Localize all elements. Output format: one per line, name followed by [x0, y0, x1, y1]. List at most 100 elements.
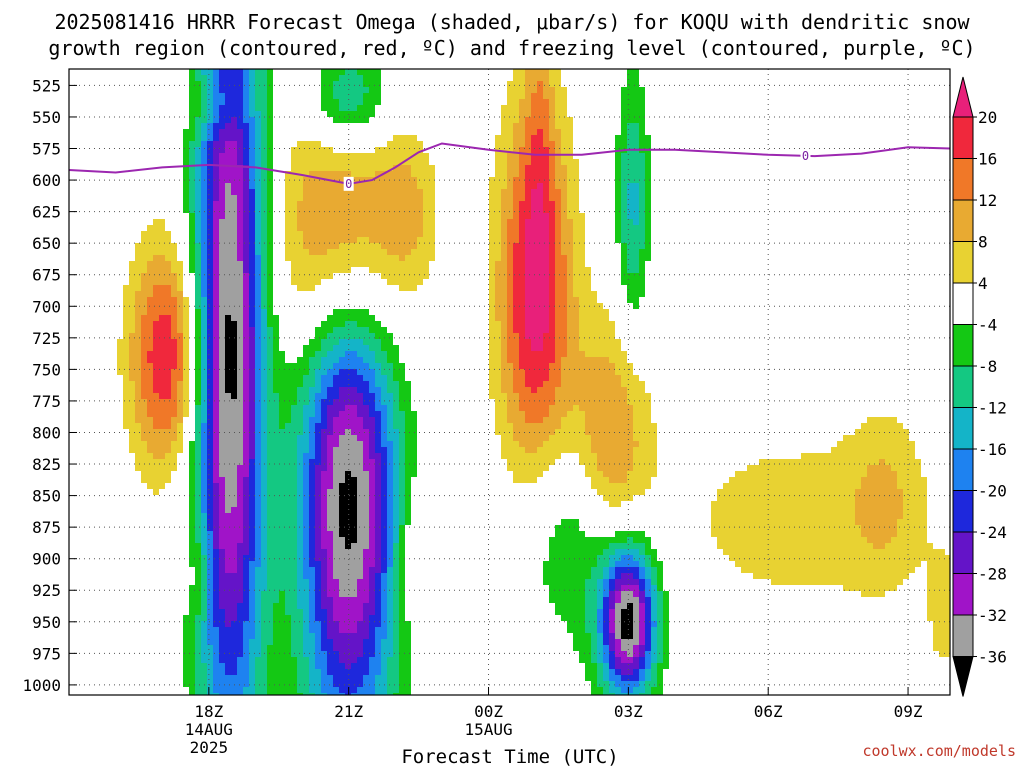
- omega-cell: [513, 111, 519, 117]
- omega-cell: [519, 453, 525, 459]
- omega-cell: [339, 477, 345, 483]
- omega-cell: [903, 537, 909, 543]
- omega-cell: [537, 459, 543, 465]
- omega-cell: [573, 201, 579, 207]
- omega-cell: [351, 507, 357, 513]
- omega-cell: [513, 135, 519, 141]
- omega-cell: [393, 429, 399, 435]
- omega-cell: [543, 303, 549, 309]
- omega-cell: [537, 279, 543, 285]
- omega-cell: [819, 525, 825, 531]
- omega-cell: [573, 183, 579, 189]
- omega-cell: [195, 339, 201, 345]
- omega-cell: [309, 453, 315, 459]
- omega-cell: [195, 93, 201, 99]
- omega-cell: [561, 261, 567, 267]
- omega-cell: [225, 123, 231, 129]
- omega-cell: [405, 507, 411, 513]
- omega-cell: [207, 249, 213, 255]
- omega-cell: [327, 381, 333, 387]
- omega-cell: [165, 393, 171, 399]
- omega-cell: [375, 507, 381, 513]
- omega-cell: [543, 165, 549, 171]
- omega-cell: [273, 375, 279, 381]
- omega-cell: [213, 441, 219, 447]
- omega-cell: [795, 507, 801, 513]
- omega-cell: [219, 87, 225, 93]
- omega-cell: [303, 201, 309, 207]
- omega-cell: [621, 483, 627, 489]
- omega-cell: [213, 297, 219, 303]
- omega-cell: [309, 189, 315, 195]
- omega-cell: [165, 411, 171, 417]
- omega-cell: [153, 405, 159, 411]
- omega-cell: [351, 237, 357, 243]
- omega-cell: [531, 333, 537, 339]
- omega-cell: [207, 153, 213, 159]
- omega-cell: [345, 411, 351, 417]
- omega-cell: [339, 393, 345, 399]
- omega-cell: [261, 447, 267, 453]
- omega-cell: [405, 477, 411, 483]
- omega-cell: [501, 333, 507, 339]
- omega-cell: [837, 519, 843, 525]
- omega-cell: [369, 339, 375, 345]
- omega-cell: [393, 153, 399, 159]
- omega-cell: [291, 279, 297, 285]
- omega-cell: [399, 369, 405, 375]
- omega-cell: [267, 279, 273, 285]
- omega-cell: [819, 489, 825, 495]
- omega-cell: [249, 477, 255, 483]
- omega-cell: [627, 195, 633, 201]
- omega-cell: [189, 69, 195, 75]
- omega-cell: [555, 231, 561, 237]
- omega-cell: [411, 447, 417, 453]
- omega-cell: [279, 519, 285, 525]
- omega-cell: [207, 543, 213, 549]
- omega-cell: [555, 213, 561, 219]
- omega-cell: [327, 81, 333, 87]
- omega-cell: [633, 171, 639, 177]
- omega-cell: [321, 273, 327, 279]
- omega-cell: [531, 117, 537, 123]
- omega-cell: [393, 141, 399, 147]
- omega-cell: [285, 363, 291, 369]
- omega-cell: [339, 321, 345, 327]
- omega-cell: [717, 537, 723, 543]
- omega-cell: [255, 489, 261, 495]
- omega-cell: [339, 357, 345, 363]
- omega-cell: [291, 513, 297, 519]
- omega-cell: [591, 537, 597, 543]
- omega-cell: [537, 465, 543, 471]
- omega-cell: [879, 525, 885, 531]
- omega-cell: [339, 525, 345, 531]
- omega-cell: [501, 171, 507, 177]
- omega-cell: [399, 411, 405, 417]
- omega-cell: [555, 411, 561, 417]
- omega-cell: [579, 237, 585, 243]
- omega-cell: [357, 249, 363, 255]
- omega-cell: [219, 279, 225, 285]
- omega-cell: [123, 345, 129, 351]
- omega-cell: [291, 363, 297, 369]
- omega-cell: [519, 471, 525, 477]
- omega-cell: [123, 369, 129, 375]
- omega-cell: [291, 267, 297, 273]
- omega-cell: [243, 213, 249, 219]
- omega-cell: [237, 297, 243, 303]
- omega-cell: [603, 465, 609, 471]
- omega-cell: [285, 441, 291, 447]
- omega-cell: [609, 357, 615, 363]
- omega-cell: [201, 207, 207, 213]
- omega-cell: [423, 261, 429, 267]
- omega-cell: [531, 87, 537, 93]
- omega-cell: [519, 189, 525, 195]
- omega-cell: [231, 513, 237, 519]
- omega-cell: [585, 387, 591, 393]
- omega-cell: [255, 99, 261, 105]
- omega-cell: [267, 111, 273, 117]
- omega-cell: [213, 231, 219, 237]
- omega-cell: [285, 375, 291, 381]
- omega-cell: [537, 339, 543, 345]
- omega-cell: [345, 207, 351, 213]
